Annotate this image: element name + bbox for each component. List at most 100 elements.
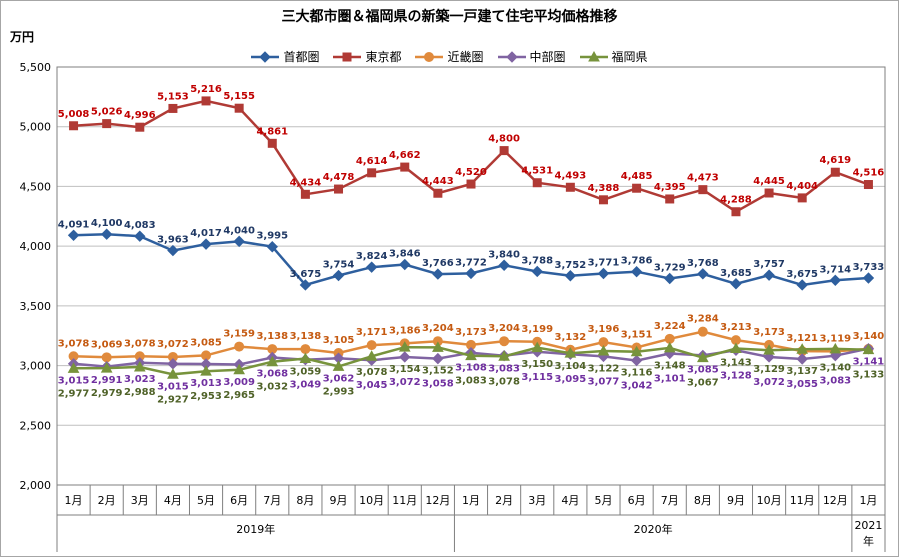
data-label: 4,288	[720, 195, 752, 206]
data-label: 3,009	[223, 377, 255, 388]
data-label: 3,129	[753, 364, 785, 375]
data-point	[862, 343, 875, 355]
data-label: 3,132	[555, 332, 587, 343]
data-label: 3,786	[621, 256, 653, 267]
data-point	[597, 344, 610, 356]
legend-swatch-marker	[424, 51, 435, 62]
data-label: 2,991	[91, 375, 123, 386]
data-point	[564, 270, 577, 282]
legend-label: 福岡県	[611, 50, 648, 64]
data-label: 3,085	[687, 365, 719, 376]
data-label: 3,042	[621, 381, 653, 392]
data-label: 3,045	[356, 380, 388, 391]
plot-border	[56, 66, 886, 486]
data-label: 3,078	[124, 338, 156, 349]
data-label: 3,675	[290, 269, 322, 280]
data-label: 2,927	[157, 394, 189, 405]
data-label: 3,714	[819, 264, 851, 275]
data-point	[531, 265, 543, 278]
data-point	[764, 188, 774, 198]
data-label: 3,083	[455, 376, 487, 387]
data-label: 3,152	[422, 366, 454, 377]
data-label: 4,531	[521, 166, 553, 177]
legend-swatch-marker	[259, 50, 272, 63]
y-tick-label: 2,500	[20, 419, 52, 432]
x-tick-label: 9月	[727, 494, 745, 507]
y-axis-unit-label: 万円	[10, 30, 35, 44]
data-label: 3,148	[654, 361, 686, 372]
data-point	[465, 349, 477, 361]
data-label: 3,733	[853, 262, 885, 273]
x-tick-label: 7月	[263, 494, 281, 507]
data-label: 2,979	[91, 388, 123, 399]
data-label: 3,059	[290, 367, 322, 378]
data-label: 3,772	[455, 257, 487, 268]
data-point	[267, 138, 277, 148]
data-point	[830, 167, 840, 177]
data-point	[266, 241, 278, 253]
data-label: 3,078	[58, 338, 90, 349]
data-label: 4,388	[588, 183, 620, 194]
data-point	[200, 365, 212, 376]
data-label: 3,963	[157, 235, 189, 246]
data-label: 2,993	[323, 386, 355, 397]
data-label: 3,154	[389, 364, 421, 375]
data-label: 3,049	[290, 380, 322, 391]
legend-swatch	[415, 51, 444, 62]
data-label: 3,104	[555, 361, 587, 372]
y-tick-label: 5,500	[20, 61, 52, 74]
data-label: 2,977	[58, 388, 90, 399]
data-label: 3,159	[223, 329, 255, 340]
data-label: 4,493	[555, 170, 587, 181]
data-point	[796, 343, 809, 354]
data-point	[466, 179, 476, 189]
data-label: 5,153	[157, 91, 189, 102]
legend: 首都圏 東京都 近畿圏 中部圏 福岡県	[0, 48, 899, 65]
data-label: 3,213	[720, 322, 752, 333]
data-label: 3,068	[256, 369, 288, 380]
legend-entry: 中部圏	[497, 48, 566, 65]
data-label: 3,128	[720, 370, 752, 381]
legend-entry: 東京都	[333, 48, 401, 65]
data-point	[167, 368, 179, 379]
data-label: 4,520	[455, 167, 487, 178]
x-tick-label: 6月	[230, 494, 248, 507]
data-label: 4,619	[819, 155, 851, 166]
data-label: 3,121	[786, 333, 818, 344]
data-label: 4,443	[422, 176, 454, 187]
data-point	[102, 119, 112, 129]
data-label: 3,151	[621, 330, 653, 341]
data-point	[796, 353, 808, 365]
data-point	[663, 341, 676, 353]
data-point	[697, 268, 709, 280]
data-label: 3,077	[588, 376, 620, 387]
x-tick-label: 1月	[859, 494, 877, 507]
data-point	[400, 162, 410, 172]
data-label: 3,143	[720, 357, 752, 368]
data-point	[100, 228, 113, 240]
year-label: 2019年	[236, 522, 275, 536]
data-point	[365, 261, 378, 273]
data-label: 3,095	[555, 374, 587, 385]
data-label: 3,754	[323, 260, 355, 271]
data-point	[365, 350, 378, 361]
data-point	[665, 194, 675, 204]
data-point	[233, 363, 246, 375]
data-label: 3,140	[853, 331, 885, 342]
data-label: 4,485	[621, 171, 653, 182]
y-tick-label: 2,000	[20, 479, 52, 492]
x-tick-label: 12月	[425, 494, 450, 507]
x-tick-label: 1月	[65, 494, 83, 507]
x-tick-label: 5月	[197, 494, 215, 507]
legend-swatch-marker	[505, 50, 518, 63]
data-point	[664, 272, 676, 285]
data-label: 3,140	[819, 363, 851, 374]
data-label: 4,516	[853, 168, 885, 179]
data-point	[499, 146, 509, 156]
data-point	[133, 360, 146, 372]
data-point	[69, 121, 79, 131]
data-point	[300, 189, 310, 199]
data-label: 3,137	[786, 366, 818, 377]
data-label: 3,072	[753, 377, 785, 388]
